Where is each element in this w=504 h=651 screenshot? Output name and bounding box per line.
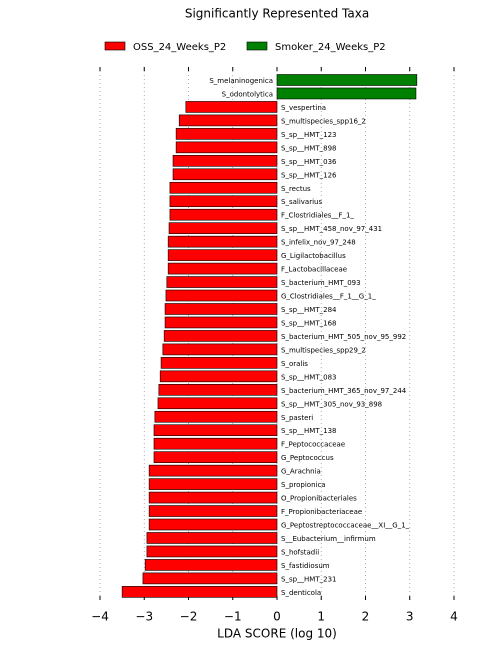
bar <box>146 532 278 544</box>
bar <box>148 478 278 490</box>
category-label: S_sp__HMT_126 <box>281 171 337 179</box>
category-label: S_sp__HMT_231 <box>281 575 336 583</box>
legend-swatch <box>104 41 126 51</box>
category-label: S_multispecies_spp16_2 <box>281 117 366 125</box>
category-label: S_melaninogenica <box>209 77 273 85</box>
bar <box>162 343 278 356</box>
x-tick-label: −3 <box>135 610 153 624</box>
x-tick-label: 2 <box>362 610 370 624</box>
bar <box>153 424 278 437</box>
bar <box>167 262 278 275</box>
x-tick-label: 3 <box>406 610 414 624</box>
x-tick-label: −4 <box>91 610 109 624</box>
bar <box>164 303 278 315</box>
legend-label: OSS_24_Weeks_P2 <box>133 42 226 53</box>
bar <box>167 235 278 248</box>
category-label: G_Ligilactobacillus <box>281 252 346 260</box>
category-label: G_Arachnia <box>281 468 321 476</box>
bar <box>165 289 278 302</box>
bar <box>185 101 278 113</box>
category-label: S_sp__HMT_284 <box>281 306 337 314</box>
bar <box>168 222 278 234</box>
bar <box>142 572 278 585</box>
category-label: S_sp__HMT_123 <box>281 131 336 139</box>
bar <box>146 545 278 558</box>
category-label: G_Clostridiales__F_1__G_1_ <box>281 293 376 301</box>
bar <box>169 208 278 221</box>
bar <box>154 410 278 423</box>
category-label: S_denticola <box>281 589 321 597</box>
category-label: S_hofstadii <box>281 548 319 556</box>
category-label: S_fastidiosum <box>281 562 330 570</box>
category-label: G_Peptococcus <box>281 454 334 462</box>
x-tick-label: −2 <box>180 610 198 624</box>
bar <box>157 397 278 410</box>
category-label: F_Propionibacteriaceae <box>281 508 362 516</box>
bar <box>148 505 278 517</box>
category-label: S_rectus <box>281 185 311 193</box>
bar <box>164 316 278 329</box>
bar <box>163 330 278 342</box>
legend-swatch <box>246 41 268 51</box>
bar <box>175 141 278 154</box>
x-axis-label: LDA SCORE (log 10) <box>217 627 337 641</box>
category-label: S_propionica <box>281 481 326 489</box>
bar <box>172 168 278 181</box>
category-label: S_pasteri <box>281 414 313 422</box>
category-label: S_sp__HMT_036 <box>281 158 337 166</box>
x-tick-label: 0 <box>273 610 281 624</box>
bar <box>175 128 278 140</box>
bar <box>121 586 278 598</box>
bar <box>166 276 278 288</box>
category-label: S_sp__HMT_168 <box>281 319 336 327</box>
x-tick-label: −1 <box>224 610 242 624</box>
category-label: S_sp__HMT_898 <box>281 144 336 152</box>
category-label: S_salivarius <box>281 198 322 206</box>
category-label: S_multispecies_spp29_2 <box>281 346 366 354</box>
category-label: S_sp__HMT_305_nov_93_898 <box>281 400 382 408</box>
category-label: G_Peptostreptococcaceae__XI__G_1_ <box>281 522 410 530</box>
category-label: S_odontolytica <box>222 90 273 98</box>
bar <box>144 559 278 571</box>
x-tick-label: 4 <box>450 610 458 624</box>
bar <box>148 518 278 531</box>
chart-title: Significantly Represented Taxa <box>185 7 369 21</box>
bar <box>159 370 278 383</box>
bar <box>158 384 278 396</box>
legend-label: Smoker_24_Weeks_P2 <box>275 42 386 53</box>
category-label: S_bacterium_HMT_093 <box>281 279 361 287</box>
category-label: S_sp__HMT_083 <box>281 373 336 381</box>
category-label: F_Clostridiales__F_1_ <box>281 212 354 220</box>
category-label: S__Eubacterium__infirmum <box>281 535 376 543</box>
category-label: F_Peptococcaceae <box>281 441 345 449</box>
bar <box>169 181 278 194</box>
bar <box>148 464 278 477</box>
category-label: S_infelix_nov_97_248 <box>281 239 356 247</box>
category-label: S_vespertina <box>281 104 326 112</box>
category-label: F_Lactobacillaceae <box>281 266 347 274</box>
bar <box>276 74 418 86</box>
category-label: S_sp__HMT_138 <box>281 427 336 435</box>
bar <box>169 195 278 208</box>
bar <box>178 114 278 127</box>
bar <box>153 451 278 463</box>
bar <box>167 249 278 261</box>
category-label: S_bacterium_HMT_505_nov_95_992 <box>281 333 406 341</box>
category-label: S_bacterium_HMT_365_nov_97_244 <box>281 387 407 395</box>
bar <box>172 155 278 167</box>
bar <box>148 491 278 504</box>
bar <box>276 87 417 100</box>
x-tick-label: 1 <box>317 610 325 624</box>
bar <box>160 357 278 369</box>
category-label: S_sp__HMT_458_nov_97_431 <box>281 225 382 233</box>
category-label: S_oralis <box>281 360 308 368</box>
category-label: O_Propionibacteriales <box>281 495 357 503</box>
bar <box>153 437 278 450</box>
